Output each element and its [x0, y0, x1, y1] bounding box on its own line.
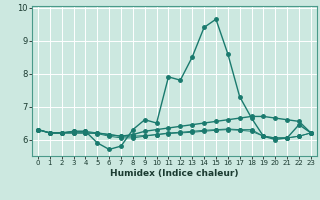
X-axis label: Humidex (Indice chaleur): Humidex (Indice chaleur) — [110, 169, 239, 178]
